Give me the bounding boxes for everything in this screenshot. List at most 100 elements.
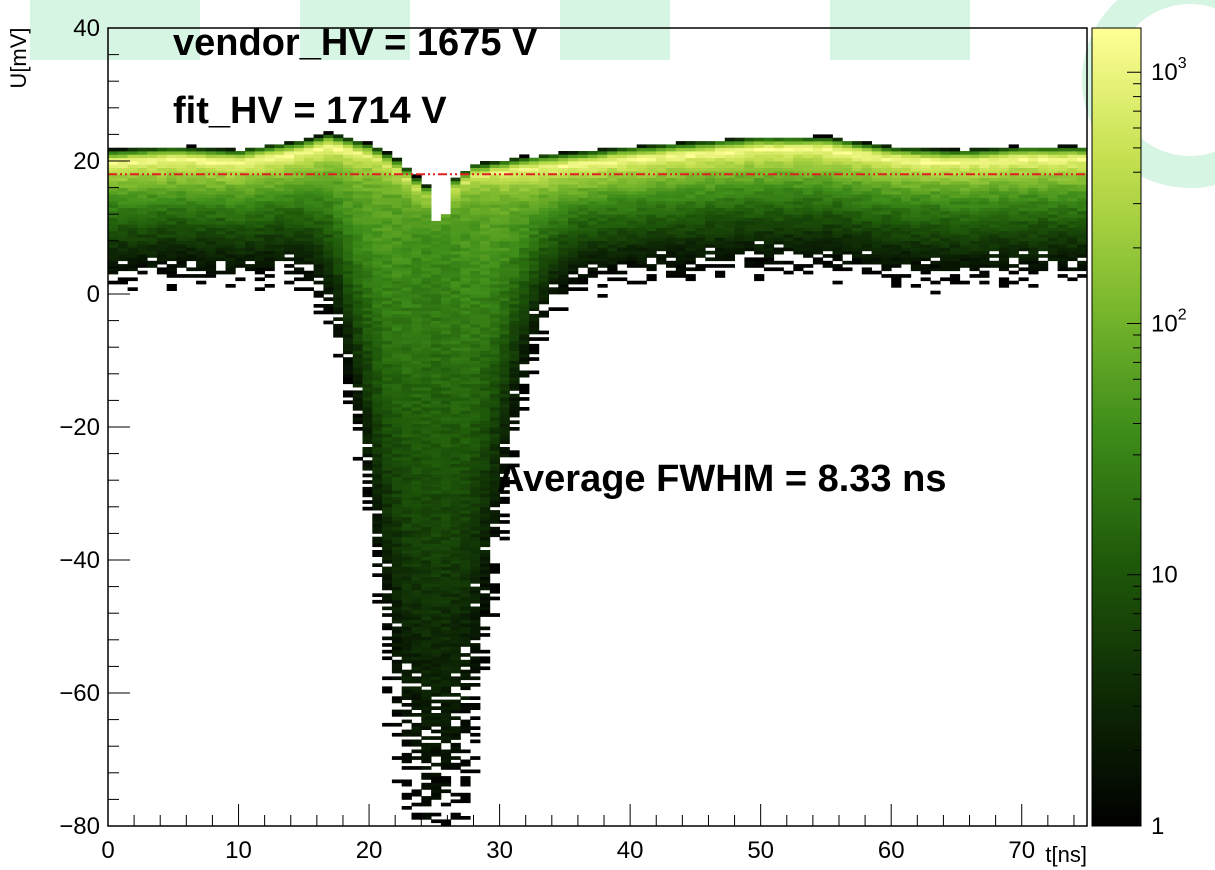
heatmap-cell (391, 247, 403, 252)
heatmap-cell (108, 207, 119, 212)
heatmap-cell (431, 673, 442, 677)
heatmap-cell (303, 230, 314, 235)
heatmap-cell (372, 337, 383, 341)
heatmap-cell (460, 460, 471, 464)
heatmap-cell (431, 440, 442, 444)
heatmap-cell (626, 224, 638, 228)
heatmap-cell (186, 254, 197, 258)
heatmap-cell (352, 237, 363, 242)
heatmap-cell (460, 400, 471, 405)
heatmap-cell (685, 217, 696, 222)
heatmap-cell (460, 483, 471, 488)
heatmap-cell (431, 666, 442, 671)
heatmap-cell (411, 706, 422, 710)
heatmap-cell (215, 220, 226, 225)
heatmap-cell (421, 257, 432, 262)
heatmap-cell (323, 190, 334, 195)
heatmap-cell (156, 257, 168, 262)
heatmap-cell (597, 217, 608, 222)
heatmap-cell (411, 463, 422, 468)
heatmap-cell (411, 234, 422, 238)
heatmap-cell (607, 200, 618, 205)
heatmap-cell (294, 180, 305, 185)
heatmap-cell (147, 151, 158, 155)
heatmap-cell (852, 154, 863, 159)
heatmap-cell (744, 214, 755, 218)
heatmap-cell (666, 210, 677, 215)
heatmap-cell (401, 333, 412, 338)
heatmap-cell (127, 260, 138, 265)
heatmap-cell (881, 180, 892, 185)
heatmap-cell (489, 310, 500, 315)
heatmap-cell (489, 510, 500, 514)
heatmap-cell (401, 200, 412, 205)
heatmap-cell (450, 447, 461, 451)
heatmap-cell (470, 483, 481, 488)
heatmap-cell (372, 230, 383, 235)
heatmap-cell (372, 220, 383, 225)
heatmap-cell (391, 250, 403, 255)
heatmap-cell (333, 230, 344, 235)
heatmap-cell (744, 141, 755, 145)
heatmap-cell (391, 646, 403, 651)
heatmap-cell (460, 663, 471, 667)
heatmap-cell (421, 267, 432, 272)
heatmap-cell (558, 207, 569, 212)
heatmap-cell (685, 277, 696, 282)
heatmap-cell (548, 227, 559, 232)
heatmap-cell (108, 151, 119, 155)
heatmap-cell (127, 214, 138, 218)
heatmap-cell (391, 713, 403, 717)
heatmap-cell (724, 220, 735, 225)
heatmap-cell (548, 254, 559, 258)
heatmap-cell (362, 204, 373, 208)
heatmap-cell (489, 300, 500, 305)
heatmap-cell (529, 240, 540, 245)
heatmap-cell (597, 177, 608, 182)
heatmap-cell (519, 290, 530, 295)
heatmap-cell (470, 407, 481, 411)
heatmap-cell (411, 636, 422, 641)
heatmap-cell (822, 187, 833, 192)
heatmap-cell (431, 593, 442, 597)
heatmap-cell (480, 177, 491, 182)
heatmap-cell (861, 200, 872, 205)
heatmap-cell (362, 151, 373, 155)
heatmap-cell (842, 267, 853, 272)
heatmap-cell (529, 194, 540, 198)
heatmap-cell (607, 240, 618, 245)
heatmap-cell (245, 164, 256, 168)
heatmap-cell (313, 157, 324, 162)
heatmap-cell (372, 267, 383, 272)
heatmap-cell (431, 639, 442, 644)
heatmap-cell (861, 237, 872, 242)
heatmap-cell (372, 357, 383, 361)
heatmap-cell (421, 340, 432, 345)
heatmap-cell (538, 254, 549, 258)
heatmap-cell (558, 180, 569, 185)
heatmap-cell (597, 230, 608, 235)
heatmap-cell (362, 343, 373, 348)
heatmap-cell (323, 134, 334, 139)
heatmap-cell (450, 816, 461, 820)
heatmap-cell (509, 327, 520, 331)
heatmap-cell (372, 383, 383, 388)
heatmap-cell (411, 679, 422, 684)
heatmap-cell (656, 144, 667, 149)
heatmap-cell (548, 290, 559, 295)
heatmap-cell (186, 257, 197, 262)
heatmap-cell (431, 679, 442, 684)
heatmap-cell (440, 220, 452, 225)
heatmap-cell (450, 669, 461, 674)
heatmap-cell (264, 267, 275, 272)
heatmap-cell (617, 234, 628, 238)
heatmap-cell (705, 200, 716, 205)
heatmap-cell (450, 194, 461, 198)
heatmap-cell (401, 673, 412, 677)
heatmap-cell (470, 716, 481, 720)
heatmap-cell (832, 197, 843, 202)
heatmap-cell (235, 257, 246, 262)
heatmap-cell (108, 220, 119, 225)
heatmap-cell (411, 623, 422, 627)
heatmap-cell (812, 154, 824, 159)
